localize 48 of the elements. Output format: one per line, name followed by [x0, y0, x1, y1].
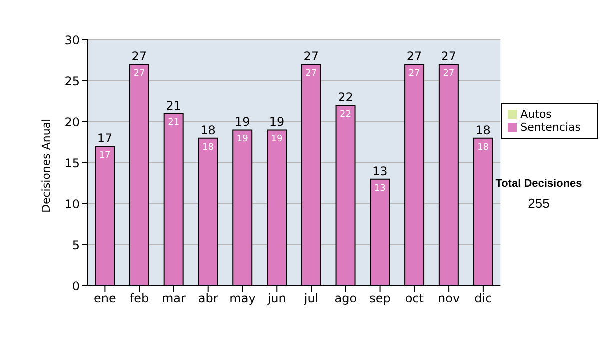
- y-tick-label: 15: [64, 156, 80, 170]
- data-label: 13: [374, 184, 386, 194]
- y-tick-label: 25: [64, 74, 80, 88]
- total-label: 27: [132, 50, 148, 64]
- data-label: 27: [306, 68, 318, 79]
- total-label: 18: [476, 123, 491, 138]
- total-label: 19: [234, 115, 250, 130]
- total-label: 18: [200, 123, 216, 138]
- x-tick-label: abr: [198, 292, 218, 306]
- x-tick-label: jun: [266, 292, 286, 306]
- y-tick-label: 20: [64, 115, 80, 130]
- y-axis-title: Decisiones Anual: [40, 118, 53, 213]
- y-tick-label: 5: [72, 238, 80, 252]
- annotation: Total Decisiones: [494, 178, 584, 190]
- legend-label: Autos: [520, 108, 552, 121]
- x-tick-label: nov: [438, 292, 460, 306]
- x-tick-label: ago: [334, 292, 358, 306]
- text: 255: [527, 196, 551, 211]
- x-tick-label: mar: [162, 292, 186, 306]
- data-label: 18: [202, 142, 214, 153]
- data-label: 27: [408, 68, 420, 79]
- data-label: 19: [271, 134, 283, 145]
- total-label: 13: [372, 164, 388, 178]
- data-label: 19: [236, 134, 249, 145]
- y-tick-label: 0: [72, 279, 80, 294]
- x-tick-label: ene: [94, 292, 116, 306]
- x-tick-label: may: [230, 292, 256, 306]
- x-tick-label: feb: [130, 292, 150, 306]
- y-tick-label: 30: [64, 33, 80, 48]
- total-label: 17: [97, 132, 113, 146]
- legend-label: Sentencias: [520, 121, 581, 134]
- data-label: 27: [443, 68, 455, 79]
- total-label: 27: [441, 50, 457, 64]
- y-tick-label: 10: [64, 197, 80, 212]
- x-tick-label: jul: [303, 292, 319, 306]
- data-label: 27: [134, 68, 146, 79]
- total-label: 22: [338, 90, 354, 105]
- data-label: 22: [340, 110, 352, 120]
- x-tick-label: oct: [405, 292, 424, 306]
- total-label: 21: [166, 98, 182, 113]
- data-label: 17: [99, 150, 111, 161]
- x-tick-label: dic: [474, 292, 492, 306]
- data-label: 18: [478, 142, 490, 153]
- total-label: 27: [304, 50, 320, 64]
- total-label: 27: [406, 50, 422, 64]
- data-label: 21: [168, 118, 180, 128]
- total-label: 19: [269, 115, 285, 130]
- x-tick-label: sep: [370, 292, 391, 306]
